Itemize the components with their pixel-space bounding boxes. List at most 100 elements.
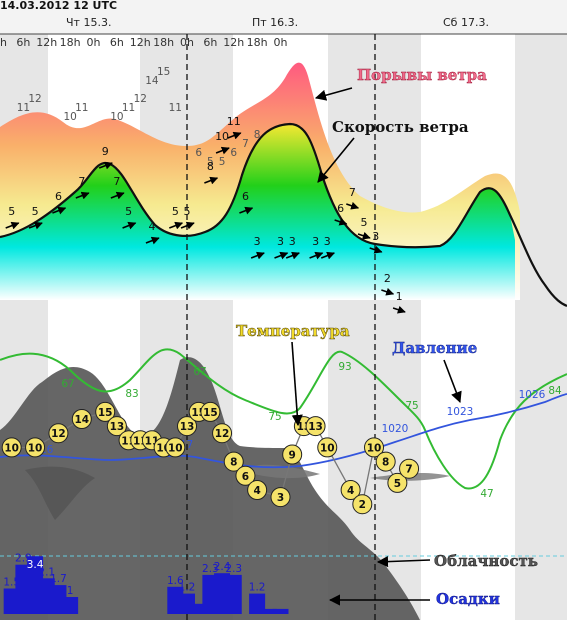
hour-tick-labels: 0h6h12h18h0h6h12h18h0h6h12h18h0h (0, 36, 288, 49)
temperature-label: 4 (347, 485, 354, 497)
precipitation-bars: 1.52.93.42.11.711.61.22.32.42.31.2 (3, 553, 289, 614)
pressure-label: 1026 (519, 389, 546, 401)
precipitation-label: 2.3 (202, 563, 219, 575)
temperature-label: 13 (180, 421, 195, 433)
wind-direction-arrow (334, 217, 348, 226)
wind-speed-label: 3 (324, 235, 331, 248)
temperature-marker (1, 437, 22, 458)
wind-direction-arrow (5, 221, 20, 230)
temperature-marker (235, 465, 256, 486)
wind-speed-label: 3 (372, 230, 379, 243)
wind-speed-label: 6 (55, 190, 62, 203)
gust-label: 10 (110, 111, 123, 123)
wind-direction-arrow (28, 221, 43, 230)
svg-text:Облачность: Облачность (434, 552, 538, 570)
precipitation-bar (190, 603, 207, 614)
precipitation-label: 2.1 (38, 566, 55, 578)
temperature-label: 12 (51, 428, 66, 440)
precipitation-bar (62, 597, 79, 614)
cloud-cover-lower (25, 466, 95, 520)
temperature-label: 10 (367, 442, 382, 454)
temperature-label: 8 (230, 457, 237, 469)
wind-direction-arrow (309, 251, 324, 260)
precipitation-bar (272, 608, 289, 614)
precipitation-label: 1.6 (167, 575, 184, 587)
temperature-marker (212, 423, 233, 444)
humidity-label: 75 (405, 400, 418, 412)
temperature-label: 3 (277, 492, 284, 504)
temperature-marker (317, 437, 338, 458)
precipitation-label: 2.3 (225, 563, 242, 575)
humidity-label: 67 (61, 378, 74, 390)
annotation-temperature: Температура (236, 322, 350, 427)
day-label-fri: Пт 16.3. (252, 16, 299, 29)
temperature-marker (247, 480, 268, 500)
wind-direction-arrow (52, 206, 67, 215)
temperature-markers: 10 10121415131111111010131515128643913131… (1, 401, 420, 515)
hour-tick-label: 18h (247, 36, 268, 49)
wind-speed-label: 10 (215, 130, 229, 143)
temperature-marker (200, 401, 221, 422)
wind-speed-label: 8 (207, 160, 214, 173)
gust-label: 5 (219, 156, 226, 168)
temperature-marker (48, 423, 69, 444)
wind-direction-arrow (227, 131, 242, 140)
hour-tick-label: 6h (16, 36, 30, 49)
hour-tick-label: 0h (0, 36, 7, 49)
wind-speed-label: 3 (254, 235, 261, 248)
gust-label: 5 (207, 156, 214, 168)
temperature-marker (282, 444, 303, 465)
wind-speed-label: 1 (396, 290, 403, 303)
temperature-marker (305, 416, 326, 437)
temperature-label: 14 (75, 414, 90, 426)
hour-tick-label: 12h (36, 36, 57, 49)
annotation-gusts: Порывы ветра (314, 66, 487, 101)
precipitation-bar (260, 608, 277, 614)
wind-speed-label: 9 (102, 145, 109, 158)
humidity-label: 83 (125, 388, 138, 400)
svg-text:Давление: Давление (392, 339, 477, 357)
temperature-marker (106, 416, 127, 437)
cloud-cover-band (240, 464, 320, 479)
wind-direction-arrow (169, 221, 184, 230)
temperature-marker (177, 416, 197, 437)
wind-direction-arrow (346, 201, 360, 210)
wind-direction-arrow (274, 251, 289, 260)
forecast-run-title: 14.03.2012 12 UTC (0, 0, 118, 12)
temperature-label: 6 (242, 471, 249, 483)
wind-direction-arrow (250, 251, 265, 260)
temperature-label: 5 (394, 478, 401, 490)
humidity-line (0, 348, 567, 490)
hour-tick-label: 6h (110, 36, 124, 49)
annotation-cloudiness: Облачность (376, 552, 538, 570)
temperature-marker (165, 437, 186, 458)
gust-label: 11 (75, 102, 88, 114)
wind-direction-arrow (381, 287, 395, 296)
temperature-label: 8 (382, 457, 389, 469)
wind-direction-arrow (215, 146, 230, 155)
gust-label: 8 (254, 129, 261, 141)
wind-direction-arrow (204, 176, 219, 185)
day-dividers (186, 34, 376, 620)
precipitation-bar (225, 574, 242, 614)
gust-label: 10 (63, 111, 76, 123)
hour-tick-label: 0h (180, 36, 194, 49)
humidity-label: 75 (268, 411, 281, 423)
wind-direction-arrow (145, 236, 160, 245)
wind-speed-label: 5 (172, 205, 179, 218)
temperature-label: 13 (110, 421, 125, 433)
wind-speed-label: 11 (227, 115, 241, 128)
hour-tick-label: 0h (274, 36, 288, 49)
wind-speed-label: 7 (349, 186, 356, 199)
wind-speed-label: 5 (8, 205, 15, 218)
gust-label: 11 (122, 102, 135, 114)
temperature-marker (352, 494, 373, 515)
precipitation-label: 3.4 (27, 559, 44, 571)
gust-label: 7 (242, 138, 249, 150)
temperature-label: 2 (359, 499, 366, 511)
wind-speed-label: 5 (125, 205, 132, 218)
svg-text:Осадки: Осадки (436, 590, 500, 608)
temperature-marker (25, 437, 46, 458)
